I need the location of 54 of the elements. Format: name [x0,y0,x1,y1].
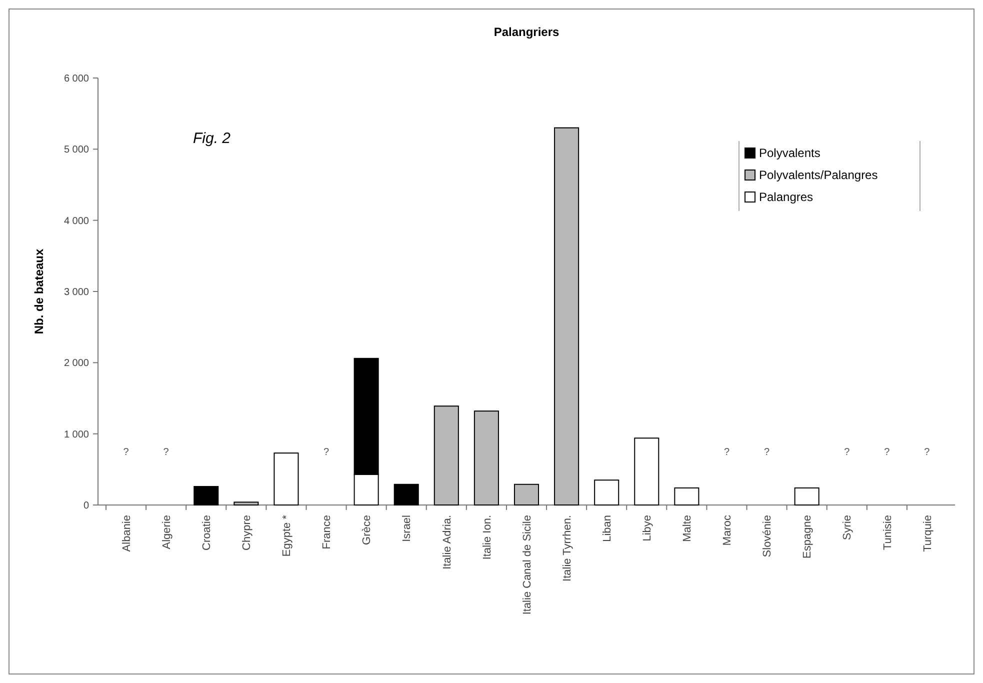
legend-label: Polyvalents [759,146,820,160]
x-tick-label: Italie Tyrrhen. [561,515,574,582]
annotation: Fig. 2 [193,130,232,147]
y-tick-label: 1 000 [64,429,90,440]
bar [554,127,580,506]
y-tick-label: 0 [83,500,90,512]
x-tick-label: Albanie [120,515,133,552]
bar [594,480,620,506]
y-tick-label: 3 000 [64,287,90,298]
bar [234,502,259,506]
y-tick-label: 4 000 [64,216,90,227]
text: ? [924,447,930,458]
text: ? [323,447,330,458]
bar [474,410,499,506]
bar [514,484,540,506]
bar [634,438,660,506]
x-tick-label: Chypre [241,515,254,550]
x-tick-label: Turquie [922,515,934,552]
text: ? [724,447,730,458]
x-tick-label: Tunisie [882,515,894,550]
x-tick-label: Egypte * [281,514,294,557]
x-tick-label: Slovénie [762,515,774,558]
bar [394,484,419,506]
text: ? [123,447,129,458]
x-tick-label: France [321,515,334,550]
text: ? [764,447,770,458]
x-tick-label: Algerie [160,515,173,550]
text: ? [163,447,169,458]
text: ? [844,447,850,458]
legend-label: Polyvalents/Palangres [759,168,878,182]
bar [194,486,219,506]
text: ? [884,447,890,458]
y-tick-label: 6 000 [64,74,90,84]
x-tick-label: Italie Adria. [441,515,454,570]
legend-label: Palangres [759,190,814,204]
x-tick-label: Italie Canal de Sicile [521,515,534,615]
y-tick-label: 2 000 [64,358,90,370]
y-axis-title: Nb. de bateaux [32,248,46,334]
x-tick-label: Malte [682,515,694,542]
chart-title: Palangriers [494,25,560,39]
bar [434,406,459,506]
y-tick-label: 5 000 [64,144,90,156]
bar [674,487,700,506]
x-tick-label: Maroc [722,514,734,546]
x-tick-label: Croatie [200,515,213,550]
x-tick-label: Israel [401,515,414,542]
x-tick-label: Libye [641,515,654,542]
x-tick-label: Grèce [361,515,374,545]
x-tick-label: Italie Ion. [481,515,494,560]
x-tick-label: Espagne [802,515,814,558]
x-tick-label: Liban [601,515,614,542]
bar [274,452,299,506]
x-tick-label: Syrie [842,515,854,540]
bar [794,487,820,506]
